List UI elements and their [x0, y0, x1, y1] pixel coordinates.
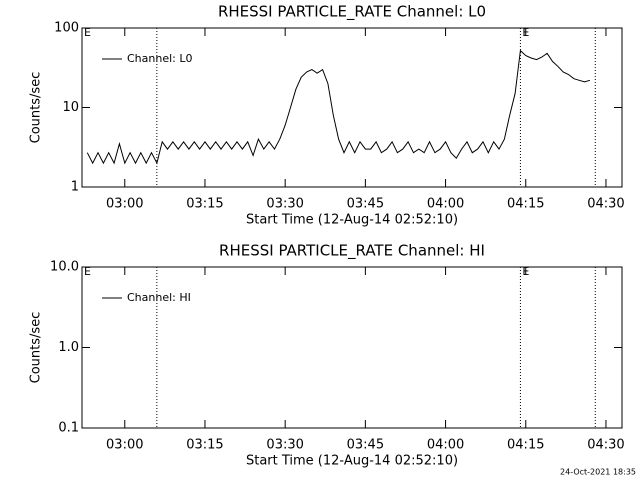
chart-title: RHESSI PARTICLE_RATE Channel: HI — [219, 242, 485, 261]
legend-label: Channel: L0 — [127, 52, 193, 65]
x-tick-label: 03:30 — [266, 438, 303, 453]
y-axis-label: Counts/sec — [29, 312, 44, 384]
x-tick-label: 03:15 — [186, 197, 223, 212]
x-tick-label: 03:15 — [186, 438, 223, 453]
event-label: E — [84, 26, 91, 39]
x-tick-label: 03:45 — [347, 438, 384, 453]
x-tick-label: 04:30 — [587, 197, 624, 212]
x-tick-label: 04:15 — [507, 438, 544, 453]
y-tick-label: 100 — [54, 21, 79, 36]
chart-title: RHESSI PARTICLE_RATE Channel: L0 — [218, 3, 486, 22]
x-axis-label: Start Time (12-Aug-14 02:52:10) — [246, 213, 458, 228]
y-tick-label: 1.0 — [58, 340, 79, 355]
y-tick-label: 10 — [62, 100, 79, 115]
x-tick-label: 03:00 — [106, 438, 143, 453]
y-tick-label: 0.1 — [58, 421, 79, 436]
x-tick-label: 04:15 — [507, 197, 544, 212]
x-tick-label: 04:00 — [427, 197, 464, 212]
event-label: E — [522, 26, 529, 39]
x-tick-label: 03:45 — [347, 197, 384, 212]
event-label: E — [522, 265, 529, 278]
y-tick-label: 1 — [71, 180, 79, 195]
x-tick-label: 04:00 — [427, 438, 464, 453]
footer: 24-Oct-2021 18:35 — [560, 468, 636, 477]
y-axis-label: Counts/sec — [29, 72, 44, 144]
data-line — [86, 49, 591, 165]
legend-label: Channel: HI — [127, 291, 191, 304]
x-tick-label: 03:00 — [106, 197, 143, 212]
x-tick-label: 03:30 — [266, 197, 303, 212]
x-tick-label: 04:30 — [587, 438, 624, 453]
x-axis-label: Start Time (12-Aug-14 02:52:10) — [246, 454, 458, 469]
event-label: E — [84, 265, 91, 278]
y-tick-label: 10.0 — [50, 260, 79, 275]
